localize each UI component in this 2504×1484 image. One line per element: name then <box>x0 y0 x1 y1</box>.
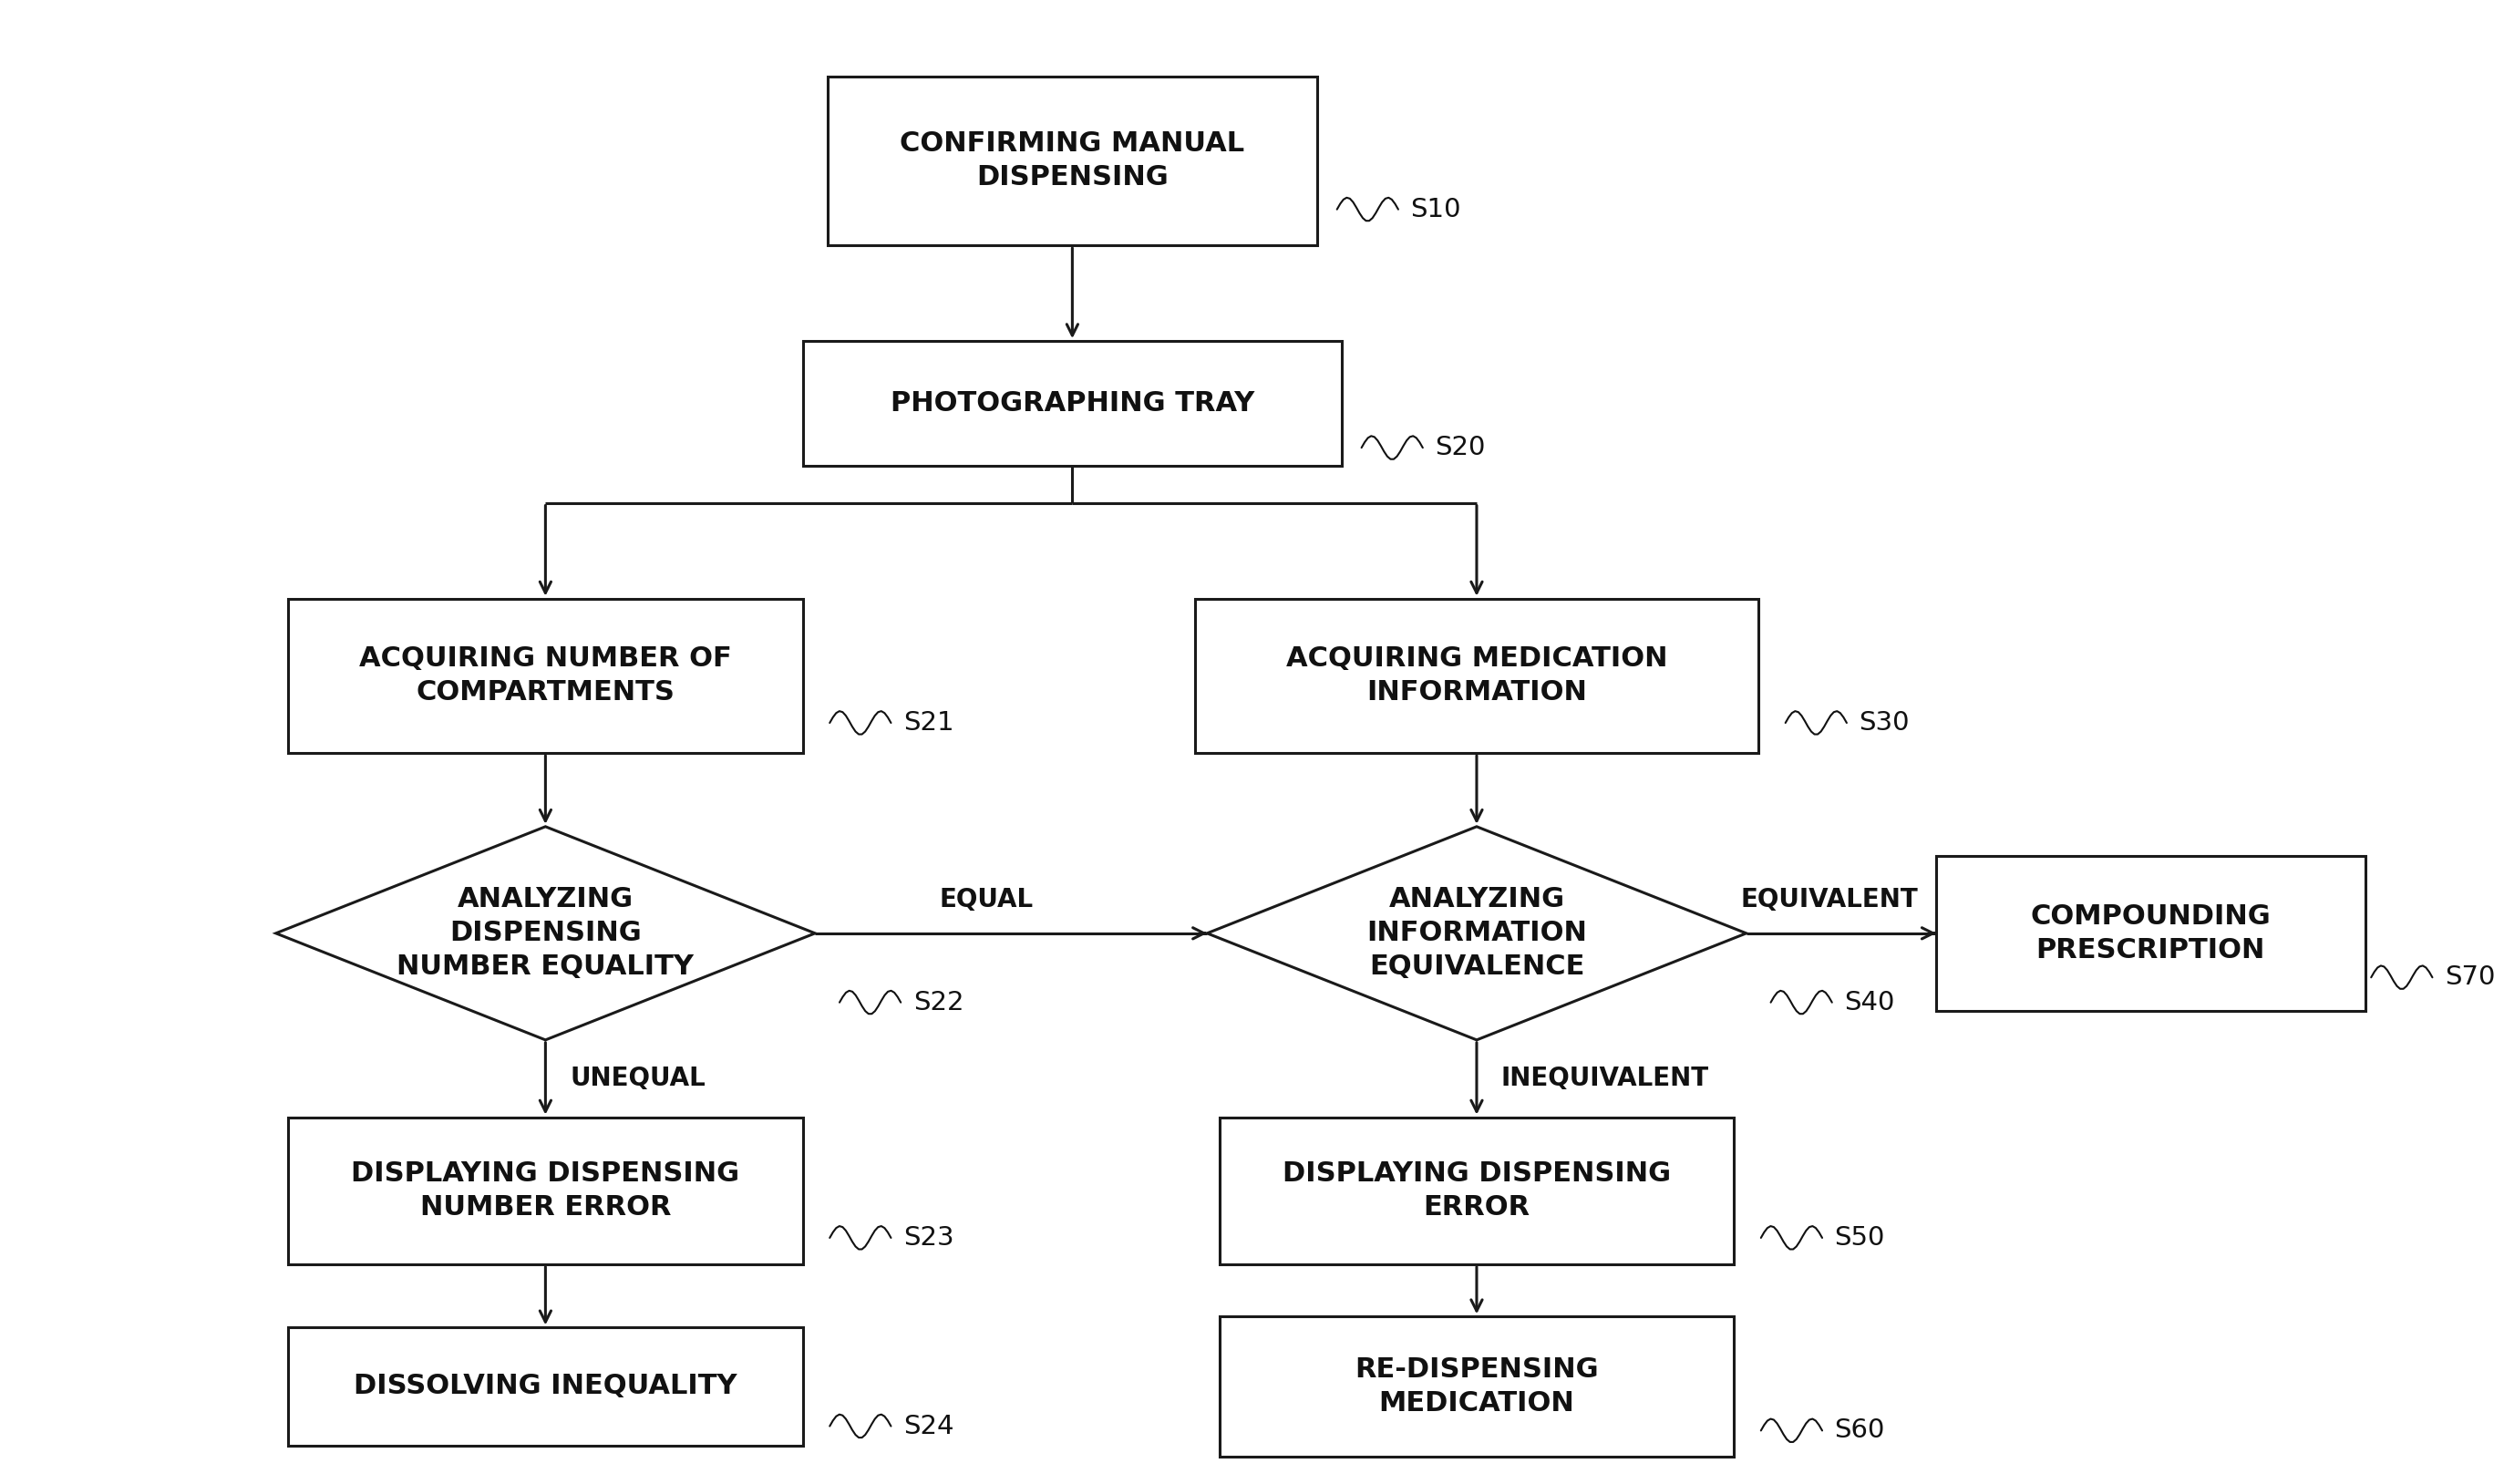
FancyBboxPatch shape <box>288 1328 804 1445</box>
Polygon shape <box>1207 827 1745 1040</box>
Text: ACQUIRING MEDICATION
INFORMATION: ACQUIRING MEDICATION INFORMATION <box>1287 646 1668 706</box>
Text: S23: S23 <box>904 1226 954 1251</box>
Text: DISSOLVING INEQUALITY: DISSOLVING INEQUALITY <box>353 1373 736 1399</box>
Text: S70: S70 <box>2444 965 2494 990</box>
Text: EQUAL: EQUAL <box>939 887 1034 913</box>
FancyBboxPatch shape <box>288 598 804 752</box>
FancyBboxPatch shape <box>1219 1316 1733 1456</box>
Text: S22: S22 <box>914 990 964 1015</box>
Text: S24: S24 <box>904 1413 954 1439</box>
Text: ACQUIRING NUMBER OF
COMPARTMENTS: ACQUIRING NUMBER OF COMPARTMENTS <box>358 646 731 706</box>
Text: S50: S50 <box>1835 1226 1886 1251</box>
Text: EQUIVALENT: EQUIVALENT <box>1740 887 1918 913</box>
Text: ANALYZING
INFORMATION
EQUIVALENCE: ANALYZING INFORMATION EQUIVALENCE <box>1367 886 1588 981</box>
Text: PHOTOGRAPHING TRAY: PHOTOGRAPHING TRAY <box>891 390 1255 417</box>
Text: S20: S20 <box>1435 435 1485 460</box>
Text: S40: S40 <box>1845 990 1896 1015</box>
Text: INEQUIVALENT: INEQUIVALENT <box>1502 1066 1710 1091</box>
Text: ANALYZING
DISPENSING
NUMBER EQUALITY: ANALYZING DISPENSING NUMBER EQUALITY <box>398 886 694 981</box>
Text: S10: S10 <box>1410 196 1462 223</box>
FancyBboxPatch shape <box>288 1117 804 1264</box>
Text: COMPOUNDING
PRESCRIPTION: COMPOUNDING PRESCRIPTION <box>2031 904 2271 963</box>
Text: DISPLAYING DISPENSING
ERROR: DISPLAYING DISPENSING ERROR <box>1282 1160 1670 1221</box>
FancyBboxPatch shape <box>1194 598 1758 752</box>
Text: S30: S30 <box>1858 711 1911 736</box>
FancyBboxPatch shape <box>804 341 1342 466</box>
Polygon shape <box>275 827 814 1040</box>
Text: S60: S60 <box>1835 1417 1886 1444</box>
Text: UNEQUAL: UNEQUAL <box>571 1066 706 1091</box>
Text: CONFIRMING MANUAL
DISPENSING: CONFIRMING MANUAL DISPENSING <box>899 131 1244 191</box>
FancyBboxPatch shape <box>826 76 1317 245</box>
Text: DISPLAYING DISPENSING
NUMBER ERROR: DISPLAYING DISPENSING NUMBER ERROR <box>351 1160 739 1221</box>
Text: RE-DISPENSING
MEDICATION: RE-DISPENSING MEDICATION <box>1355 1356 1598 1417</box>
FancyBboxPatch shape <box>1936 856 2364 1011</box>
FancyBboxPatch shape <box>1219 1117 1733 1264</box>
Text: S21: S21 <box>904 711 954 736</box>
